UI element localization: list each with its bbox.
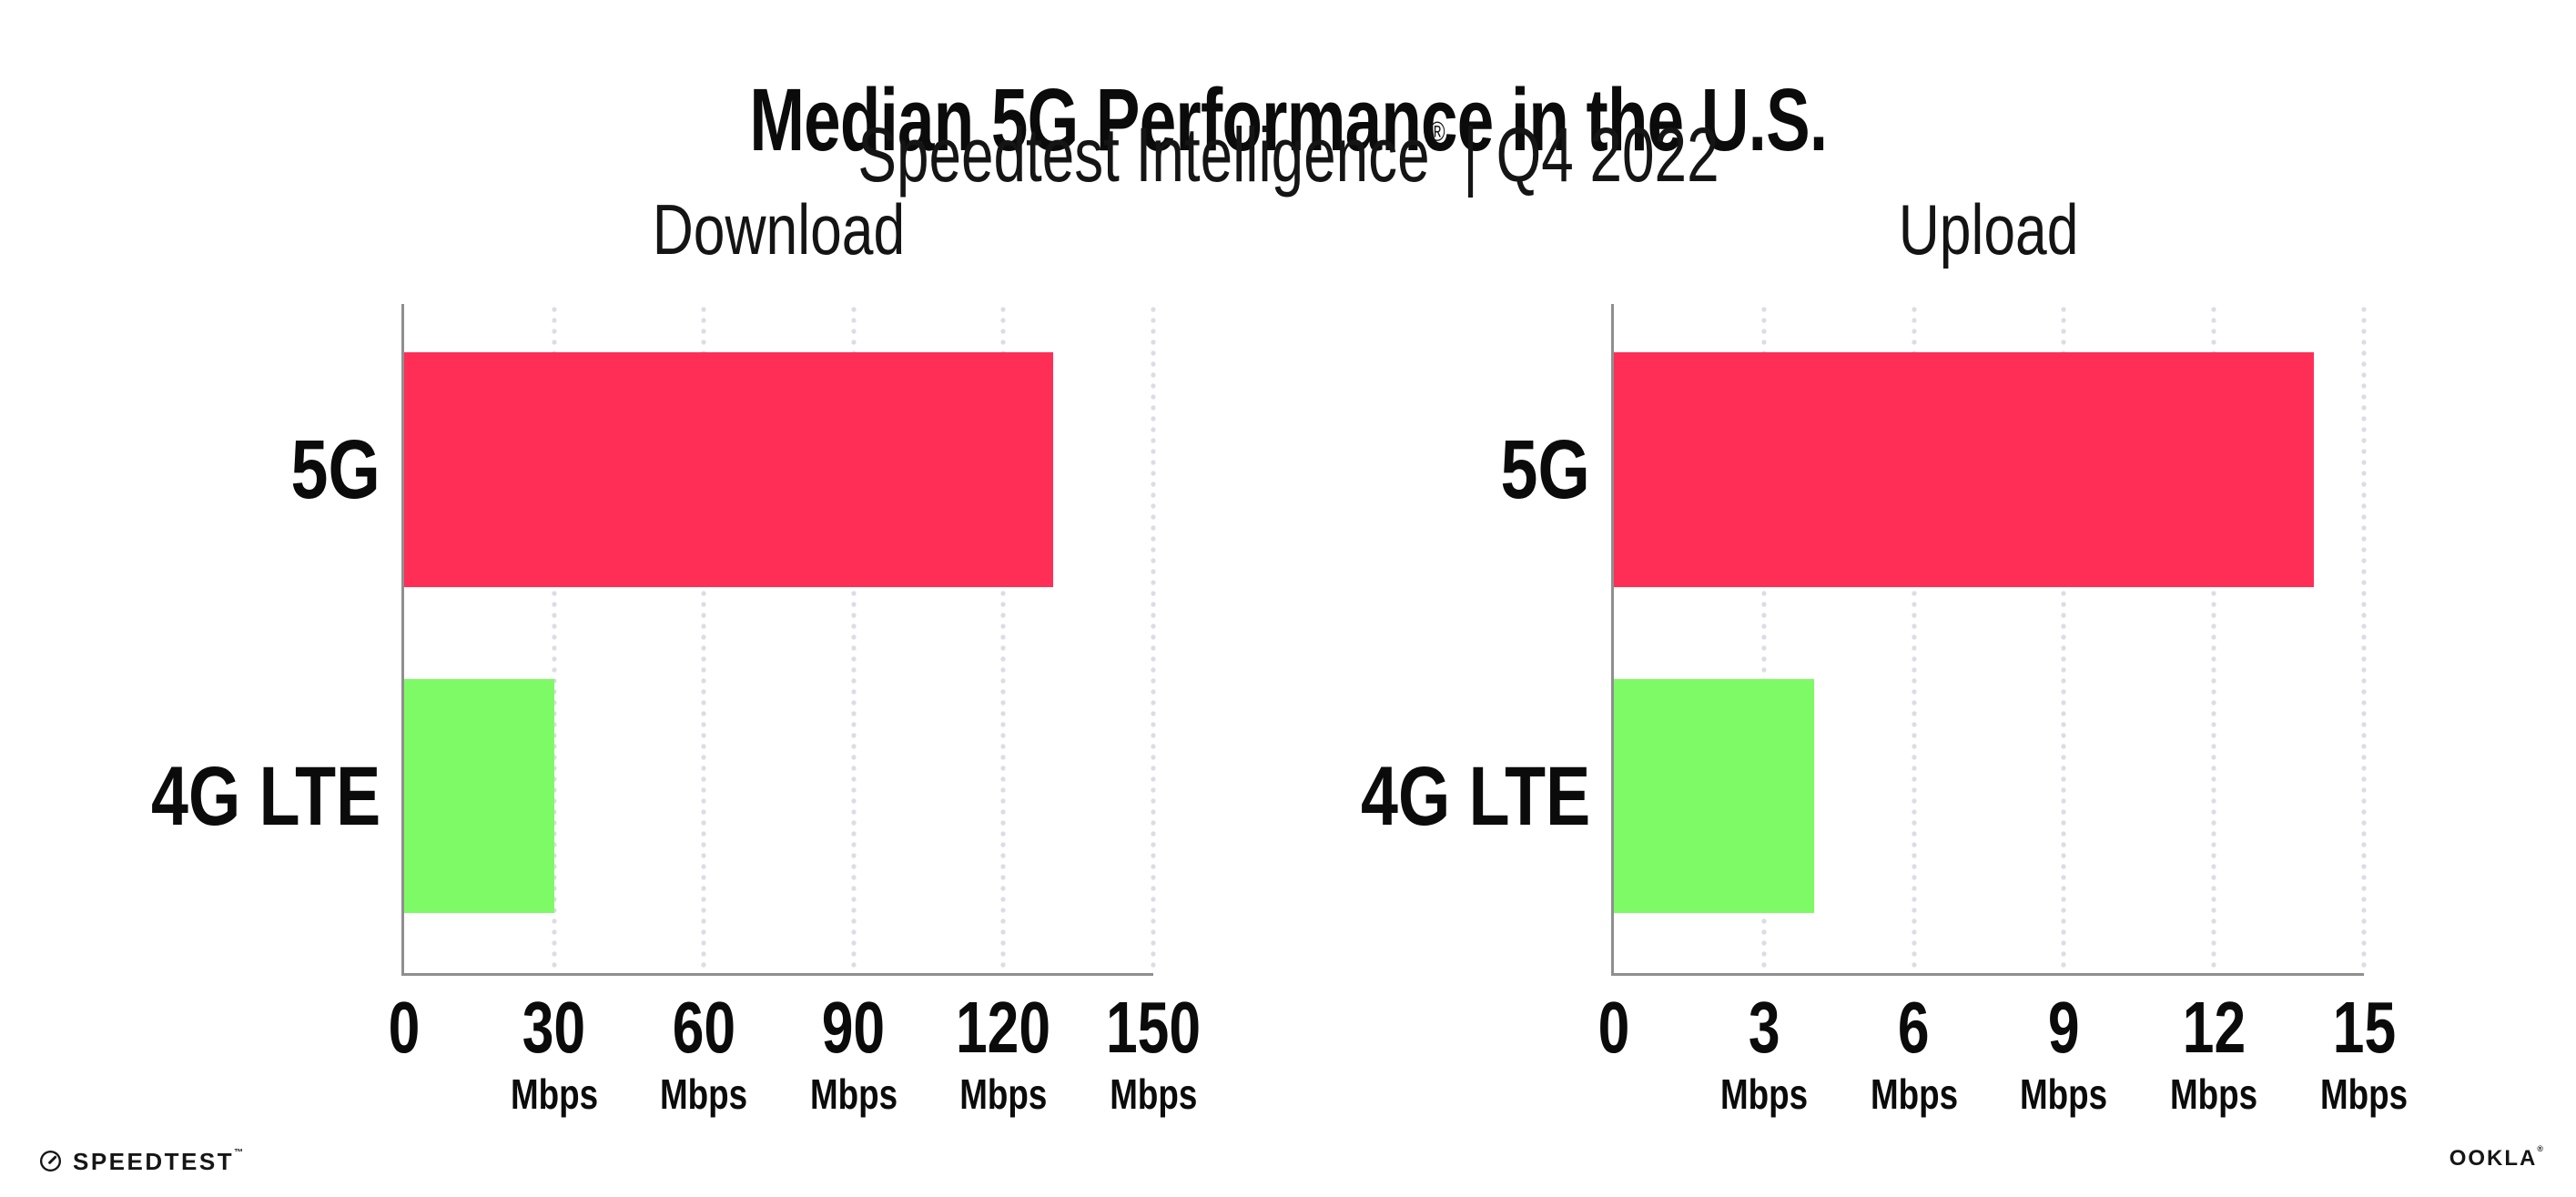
registered-mark-icon: ® [1429,117,1445,148]
x-tick-value: 30 [522,987,586,1068]
x-tick-value: 90 [822,987,886,1068]
x-tick-0-download: 0 [384,991,425,1064]
ookla-wordmark: OOKLA [2449,1146,2538,1171]
bar-5g-download [404,352,1054,587]
trademark-icon: ™ [234,1147,244,1158]
subtitle-period: Q4 2022 [1496,112,1719,198]
category-label-5g: 5G [290,423,380,516]
x-tick-120-download: 120 Mbps [943,987,1064,1118]
gridline-150-download [1151,304,1156,973]
gridline-15-upload [2361,304,2367,973]
upload-chart-title: Upload [1899,189,2079,269]
x-tick-value: 0 [388,987,421,1068]
x-tick-unit: Mbps [2319,1070,2409,1118]
registered-mark-icon: ® [2537,1143,2543,1153]
speedtest-gauge-icon [39,1150,62,1172]
x-tick-unit: Mbps [959,1070,1048,1118]
x-tick-value: 0 [1597,987,1630,1068]
x-tick-0-upload: 0 [1594,991,1635,1064]
x-tick-30-download: 30 Mbps [500,987,609,1118]
download-plot-area: Download 5G 4G LTE 0 30 Mbps 60 Mbps 90 Mbps 12… [151,190,1201,1115]
page-subtitle-text: Speedtest Intelligence® | Q4 2022 [857,117,1719,193]
x-tick-15-upload: 15 Mbps [2309,987,2419,1118]
page-title-text: Median 5G Performance in the U.S. [748,69,1828,169]
x-tick-value: 9 [2048,987,2080,1068]
speedtest-wordmark: SPEEDTEST™ [73,1147,244,1175]
x-tick-90-download: 90 Mbps [799,987,908,1118]
speedtest-logo: SPEEDTEST™ [38,1147,244,1175]
page-subtitle: Speedtest Intelligence® | Q4 2022 [0,117,2576,193]
x-tick-value: 15 [2332,987,2396,1068]
category-label-5g: 5G [1500,423,1590,516]
x-tick-150-download: 150 Mbps [1092,987,1213,1118]
download-chart-title: Download [652,189,906,269]
x-tick-3-upload: 3 Mbps [1709,987,1819,1118]
x-tick-12-upload: 12 Mbps [2159,987,2268,1118]
x-tick-unit: Mbps [1719,1070,1808,1118]
bar-4g-lte-upload [1614,679,1814,913]
bar-5g-upload [1614,352,2315,587]
x-tick-unit: Mbps [1870,1070,1958,1118]
x-tick-unit: Mbps [809,1070,898,1118]
category-label-4g-lte: 4G LTE [150,750,380,843]
x-tick-unit: Mbps [660,1070,748,1118]
x-tick-60-download: 60 Mbps [649,987,758,1118]
page-title: Median 5G Performance in the U.S. [0,76,2576,164]
x-tick-unit: Mbps [1109,1070,1198,1118]
subtitle-separator: | [1462,112,1478,198]
x-tick-value: 12 [2182,987,2246,1068]
x-tick-unit: Mbps [510,1070,598,1118]
x-tick-unit: Mbps [2020,1070,2108,1118]
ookla-logo: OOKLA® [2449,1144,2543,1171]
x-tick-value: 60 [672,987,735,1068]
subtitle-brand: Speedtest Intelligence [857,112,1430,198]
x-tick-value: 6 [1898,987,1930,1068]
x-tick-unit: Mbps [2170,1070,2258,1118]
x-tick-value: 3 [1748,987,1780,1068]
x-tick-9-upload: 9 Mbps [2009,987,2118,1118]
category-label-4g-lte: 4G LTE [1360,750,1590,843]
x-tick-6-upload: 6 Mbps [1860,987,1969,1118]
x-tick-value: 150 [1105,987,1202,1068]
upload-plot-area: Upload 5G 4G LTE 0 3 Mbps 6 Mbps 9 Mbps 12 Mbps 1… [1361,190,2408,1115]
bar-4g-lte-download [404,679,554,913]
x-tick-value: 120 [956,987,1051,1068]
